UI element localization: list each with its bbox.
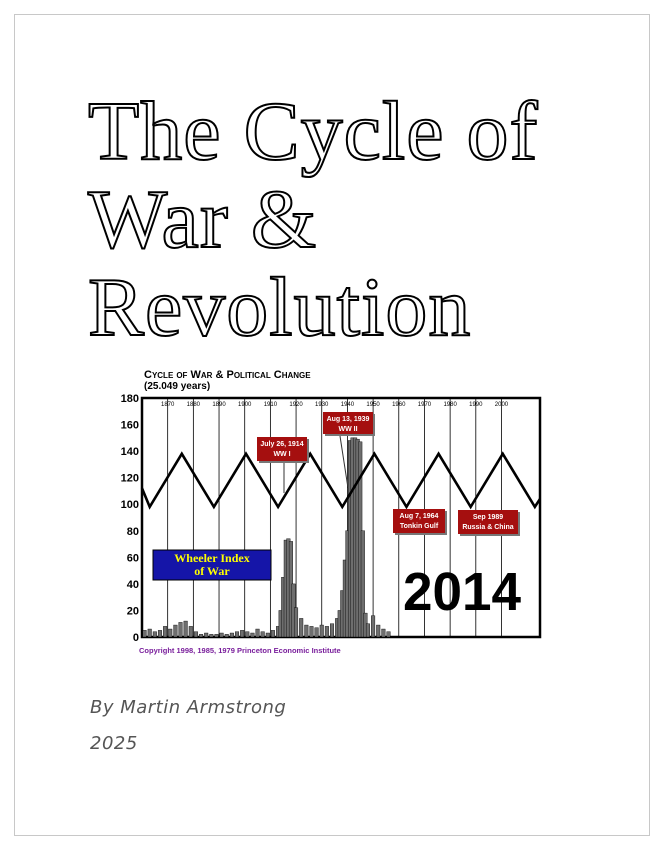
war-index-bar [142,630,147,638]
war-index-bar [193,631,198,638]
war-cycle-chart: Cycle of War & Political Change (25.049 … [114,366,544,656]
x-tick-label: 1990 [469,402,483,408]
title-line-2: War & [87,173,318,266]
war-index-bar [314,627,319,638]
y-tick-label: 20 [127,605,139,617]
war-index-bar [173,624,178,638]
y-tick-label: 160 [121,420,139,432]
war-index-bar [360,530,365,638]
war-index-bar [330,623,335,638]
x-tick-label: 1950 [366,402,380,408]
event-annotation: Sep 1989 Russia & China [458,510,520,536]
annotation-box [257,437,307,461]
war-index-bar [147,628,152,638]
war-index-bar [188,626,193,638]
war-index-bar [304,624,309,638]
annotation-event: Russia & China [462,524,513,531]
title-line-3: Revolution [87,261,472,354]
x-tick-label: 1940 [341,402,355,408]
y-tick-label: 100 [121,499,139,511]
war-index-bar [324,626,329,638]
document-title: The Cycle of War & Revolution [87,85,539,354]
war-index-bar [152,631,157,638]
x-tick-label: 1920 [289,402,303,408]
annotation-date: July 26, 1914 [260,441,303,448]
war-index-bar [183,620,188,638]
war-index-bar [299,618,304,638]
war-index-bar [168,628,173,638]
event-annotation: July 26, 1914 WW I [257,437,309,463]
y-tick-label: 120 [121,473,139,485]
annotation-date: Aug 13, 1939 [327,416,370,423]
war-index-bar [309,626,314,638]
legend-text-line-2: of War [194,564,230,578]
war-index-bar [240,630,245,638]
x-tick-label: 1980 [443,402,457,408]
annotation-box [323,412,373,434]
event-annotation: Aug 13, 1939 WW II [323,412,375,436]
war-index-bar [224,634,229,638]
chart-title: Cycle of War & Political Change [144,369,311,381]
publication-year: 2025 [90,733,138,754]
y-tick-label: 40 [127,579,139,591]
x-tick-label: 1880 [187,402,201,408]
chart-copyright: Copyright 1998, 1985, 1979 Princeton Eco… [139,646,341,655]
annotation-pointer [339,435,349,489]
y-tick-label: 80 [127,526,139,538]
x-tick-label: 1890 [212,402,226,408]
war-index-bar [214,634,219,638]
war-index-bar [381,628,386,638]
annotation-event: WW II [338,426,357,433]
x-tick-label: 1960 [392,402,406,408]
chart-subtitle: (25.049 years) [144,381,210,392]
event-annotation: Aug 7, 1964 Tonkin Gulf [393,509,447,535]
war-index-bar [371,615,376,638]
title-line-1: The Cycle of [87,85,539,178]
y-tick-label: 60 [127,552,139,564]
y-tick-label: 180 [121,393,139,405]
x-tick-label: 2000 [495,402,509,408]
war-index-bar [204,632,209,638]
war-index-bar [157,630,162,638]
war-index-bar [319,624,324,638]
war-index-bar [235,631,240,638]
annotation-date: Sep 1989 [473,514,503,521]
y-tick-label: 0 [133,632,139,644]
y-tick-label: 140 [121,446,139,458]
annotation-box [458,510,518,534]
x-tick-label: 1910 [264,402,278,408]
war-index-bar [365,623,370,638]
war-index-bar [229,632,234,638]
war-index-bar [199,634,204,638]
annotation-event: WW I [273,451,290,458]
author-line: By Martin Armstrong [90,697,287,718]
war-index-bar [219,632,224,638]
war-index-bar [255,628,260,638]
war-index-bar [376,624,381,638]
war-index-bar [386,631,391,638]
annotation-date: Aug 7, 1964 [400,513,439,520]
war-index-bar [250,632,255,638]
legend-rect [152,549,272,581]
cycle-line [140,451,542,510]
big-year-label: 2014 [403,562,521,622]
x-tick-label: 1870 [161,402,175,408]
war-index-bar [270,630,275,638]
war-index-bar [260,631,265,638]
x-tick-label: 1930 [315,402,329,408]
war-index-bar [294,607,299,638]
war-index-bar [178,622,183,638]
war-index-bar [245,631,250,638]
war-index-bar [265,632,270,638]
war-index-bar [163,626,168,638]
chart-body: 1870 1880 1890 1900 1910 1920 1930 1940 1950 1960… [121,393,542,644]
x-tick-label: 1970 [418,402,432,408]
annotation-event: Tonkin Gulf [400,523,439,530]
x-tick-label: 1900 [238,402,252,408]
war-index-bar [209,634,214,638]
annotation-box [393,509,445,533]
chart-svg: Cycle of War & Political Change (25.049 … [121,369,542,655]
legend-text-line-1: Wheeler Index [174,551,249,565]
